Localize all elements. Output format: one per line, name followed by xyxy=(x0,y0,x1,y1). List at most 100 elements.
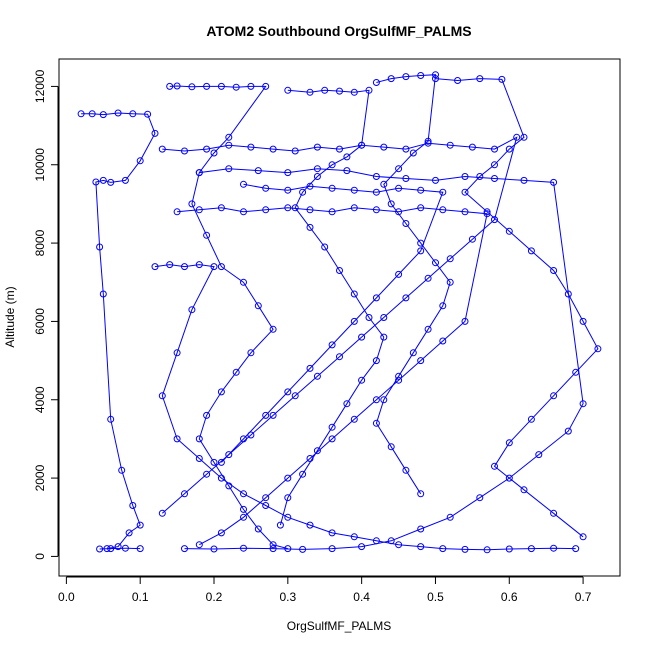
data-point xyxy=(328,184,336,192)
data-point xyxy=(350,186,358,194)
data-point xyxy=(240,180,247,188)
data-point xyxy=(195,435,203,443)
series-line xyxy=(161,136,518,514)
data-point xyxy=(446,141,454,149)
series-line xyxy=(177,207,488,546)
data-point xyxy=(520,486,528,494)
data-point xyxy=(432,75,439,83)
data-point xyxy=(446,255,454,263)
data-point xyxy=(225,133,233,141)
data-point xyxy=(96,243,104,251)
data-point xyxy=(284,204,292,212)
data-point xyxy=(210,458,218,466)
data-point xyxy=(417,357,425,365)
data-point xyxy=(203,411,211,419)
chart-title: ATOM2 Southbound OrgSulfMF_PALMS xyxy=(206,23,471,39)
data-point xyxy=(424,274,432,282)
data-point xyxy=(461,545,469,553)
series-7 xyxy=(158,133,521,517)
data-point xyxy=(284,494,292,502)
data-point xyxy=(505,145,513,153)
data-point xyxy=(505,545,513,553)
data-point xyxy=(276,521,284,529)
data-point xyxy=(372,294,380,302)
data-point xyxy=(395,376,403,384)
data-point xyxy=(350,415,358,423)
data-point xyxy=(350,317,358,325)
data-point xyxy=(299,188,307,196)
data-point xyxy=(365,314,373,321)
data-point xyxy=(247,349,255,357)
data-point xyxy=(306,206,314,214)
data-point xyxy=(210,263,218,271)
data-point xyxy=(468,235,476,243)
data-point xyxy=(336,145,343,153)
data-point xyxy=(417,543,425,551)
data-point xyxy=(240,208,247,216)
data-point xyxy=(491,145,498,153)
data-point xyxy=(527,415,535,423)
data-point xyxy=(313,165,321,173)
data-point xyxy=(579,400,587,408)
data-point xyxy=(254,167,262,175)
data-point xyxy=(468,143,476,151)
data-point xyxy=(195,169,203,177)
data-point xyxy=(579,317,587,325)
series-2 xyxy=(166,82,292,553)
data-point xyxy=(262,411,270,419)
data-point xyxy=(188,83,196,91)
data-point xyxy=(402,220,410,227)
data-point xyxy=(432,176,439,184)
data-point xyxy=(195,541,203,549)
data-point xyxy=(446,513,454,521)
data-point xyxy=(461,317,469,325)
data-point xyxy=(166,82,174,90)
data-point xyxy=(269,541,277,549)
data-point xyxy=(402,466,410,474)
data-point xyxy=(306,182,314,190)
data-point xyxy=(166,261,174,269)
data-point xyxy=(328,341,336,349)
data-point xyxy=(387,75,395,83)
data-point xyxy=(395,372,403,380)
data-point xyxy=(151,129,159,137)
data-point xyxy=(173,208,181,216)
data-point xyxy=(328,161,336,169)
data-point xyxy=(358,141,366,149)
data-point xyxy=(269,145,277,153)
data-point xyxy=(372,537,380,545)
data-point xyxy=(284,169,292,177)
y-tick-label: 6000 xyxy=(33,308,47,335)
data-point xyxy=(491,462,498,470)
data-point xyxy=(358,333,366,341)
data-point xyxy=(262,502,270,509)
data-point xyxy=(550,267,558,274)
data-point xyxy=(372,206,380,214)
y-tick-label: 4000 xyxy=(33,386,47,413)
data-point xyxy=(173,349,181,357)
data-point xyxy=(136,157,144,165)
data-point xyxy=(188,200,196,208)
data-point xyxy=(158,145,166,153)
data-point xyxy=(417,247,425,255)
x-tick-label: 0.3 xyxy=(279,590,296,604)
data-point xyxy=(358,543,366,551)
data-point xyxy=(291,392,299,400)
data-point xyxy=(225,141,233,149)
data-point xyxy=(313,372,321,380)
data-point xyxy=(262,82,270,90)
data-point xyxy=(114,543,122,551)
data-point xyxy=(461,173,469,180)
series-line xyxy=(435,78,599,538)
data-point xyxy=(96,545,104,553)
data-point xyxy=(306,88,314,96)
x-tick-label: 0.4 xyxy=(353,590,370,604)
data-point xyxy=(181,545,188,553)
data-point xyxy=(579,533,587,541)
data-point xyxy=(350,290,358,298)
data-point xyxy=(313,173,321,180)
series-9 xyxy=(151,261,580,554)
data-point xyxy=(306,455,314,462)
data-point xyxy=(240,278,247,286)
data-point xyxy=(129,502,137,509)
